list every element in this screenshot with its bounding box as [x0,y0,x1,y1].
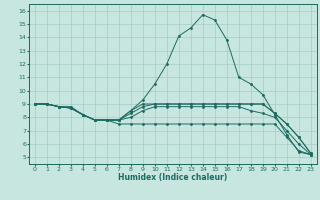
X-axis label: Humidex (Indice chaleur): Humidex (Indice chaleur) [118,173,228,182]
